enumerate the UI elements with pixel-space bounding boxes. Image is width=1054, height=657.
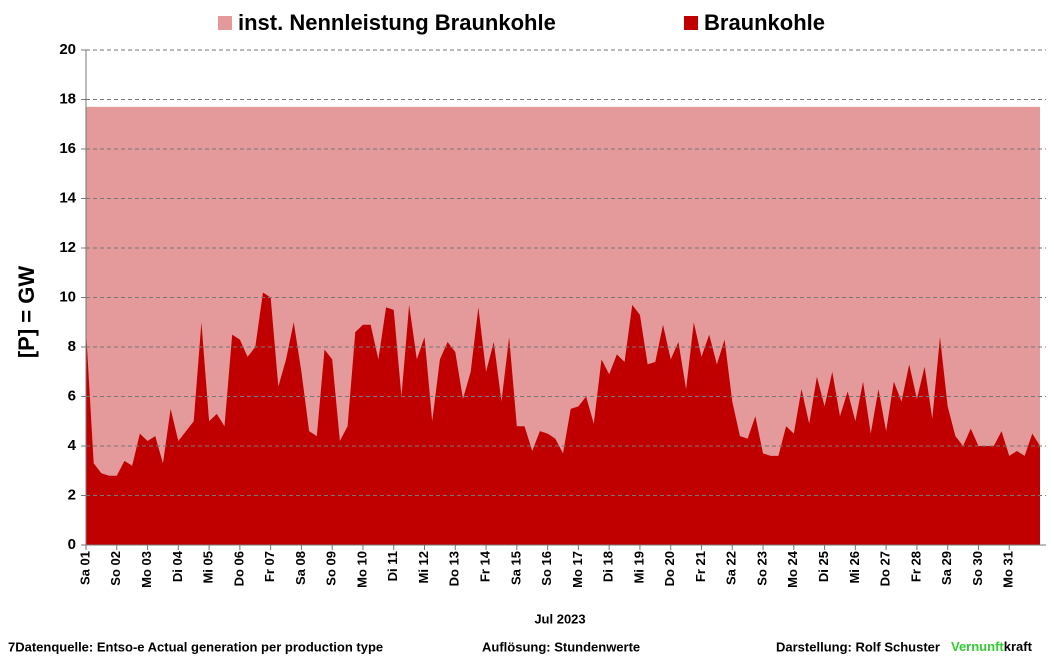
x-tick-label: Mo 31 bbox=[1001, 551, 1016, 588]
brand-part: kraft bbox=[1004, 639, 1033, 654]
x-tick-label: Di 18 bbox=[601, 551, 616, 582]
y-tick-label: 12 bbox=[59, 239, 76, 256]
x-tick-label: Mi 12 bbox=[416, 551, 431, 584]
x-tick-label: Di 25 bbox=[816, 551, 831, 582]
x-tick-label: So 23 bbox=[754, 551, 769, 586]
x-tick-label: So 09 bbox=[324, 551, 339, 586]
x-tick-label: Di 11 bbox=[385, 551, 400, 581]
x-tick-label: Fr 28 bbox=[908, 551, 923, 582]
y-tick-label: 14 bbox=[59, 189, 76, 206]
x-tick-label: Sa 29 bbox=[939, 551, 954, 585]
x-tick-label: So 30 bbox=[970, 551, 985, 586]
footer-source: 7Datenquelle: Entso-e Actual generation … bbox=[8, 639, 383, 654]
x-tick-label: Sa 08 bbox=[293, 551, 308, 585]
x-tick-label: Mo 03 bbox=[139, 551, 154, 588]
brand-part: Vernunft bbox=[951, 639, 1004, 654]
x-tick-label: Do 20 bbox=[662, 551, 677, 586]
x-tick-label: Sa 22 bbox=[724, 551, 739, 585]
x-tick-label: Do 06 bbox=[231, 551, 246, 586]
legend-label: inst. Nennleistung Braunkohle bbox=[238, 10, 556, 35]
x-tick-label: Do 27 bbox=[878, 551, 893, 586]
y-tick-label: 6 bbox=[68, 387, 76, 404]
x-tick-label: Fr 07 bbox=[262, 551, 277, 582]
x-tick-label: Sa 01 bbox=[77, 551, 92, 585]
x-tick-label: Mi 26 bbox=[847, 551, 862, 584]
y-tick-label: 18 bbox=[59, 90, 76, 107]
footer-resolution: Auflösung: Stundenwerte bbox=[482, 639, 640, 654]
legend-label: Braunkohle bbox=[704, 10, 825, 35]
x-tick-label: Mo 10 bbox=[354, 551, 369, 588]
x-tick-label: Mo 17 bbox=[570, 551, 585, 588]
x-tick-label: Mo 24 bbox=[785, 550, 800, 588]
x-axis-label: Jul 2023 bbox=[534, 611, 585, 626]
x-tick-label: Mi 05 bbox=[201, 551, 216, 584]
y-tick-label: 4 bbox=[68, 437, 77, 454]
x-tick-label: Fr 14 bbox=[478, 550, 493, 582]
x-tick-label: So 02 bbox=[108, 551, 123, 586]
x-tick-label: So 16 bbox=[539, 551, 554, 586]
y-axis-label: [P] = GW bbox=[14, 266, 39, 359]
legend-swatch bbox=[684, 16, 698, 30]
x-tick-label: Do 13 bbox=[447, 551, 462, 586]
x-tick-label: Sa 15 bbox=[508, 551, 523, 585]
y-tick-label: 16 bbox=[59, 140, 76, 157]
footer-brand: Vernunftkraft bbox=[951, 639, 1033, 654]
y-tick-label: 2 bbox=[68, 486, 76, 503]
x-tick-label: Di 04 bbox=[170, 550, 185, 582]
area bbox=[86, 292, 1040, 545]
x-tick-label: Fr 21 bbox=[693, 551, 708, 582]
y-tick-label: 20 bbox=[59, 41, 76, 58]
x-tick-label: Mi 19 bbox=[631, 551, 646, 584]
footer-author: Darstellung: Rolf Schuster bbox=[776, 639, 940, 654]
legend-swatch bbox=[218, 16, 232, 30]
y-tick-label: 0 bbox=[68, 536, 76, 553]
y-tick-label: 8 bbox=[68, 338, 76, 355]
y-tick-label: 10 bbox=[59, 288, 76, 305]
